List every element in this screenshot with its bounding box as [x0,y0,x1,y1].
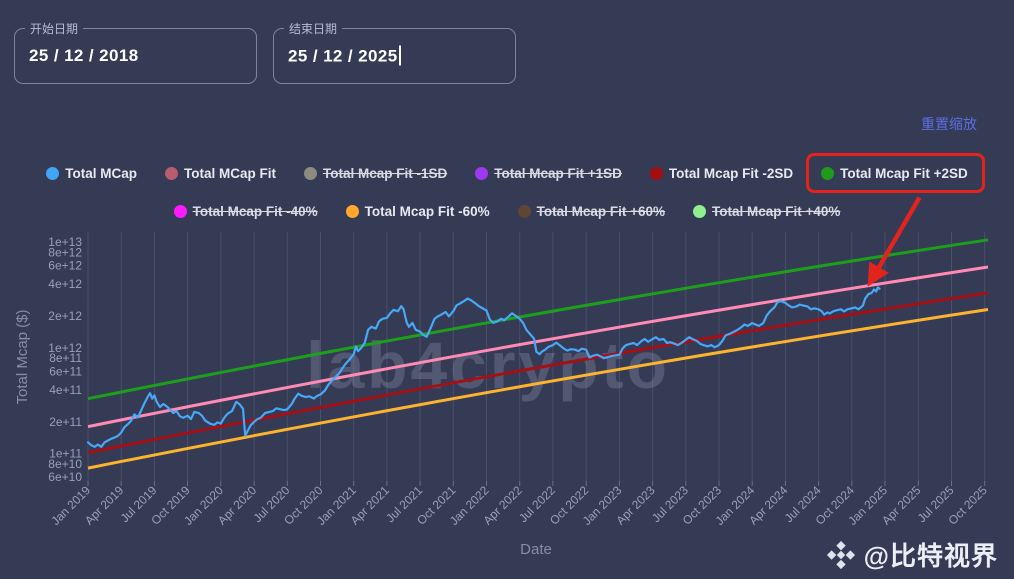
legend-item-total-mcap-fit-60[interactable]: Total Mcap Fit +60% [517,202,666,220]
legend: Total MCap Total MCap Fit Total Mcap Fit -… [0,153,1014,220]
legend-marker-dot [345,204,359,218]
text-caret [398,45,401,66]
y-axis-title: Total Mcap ($) [14,309,31,404]
legend-label: Total Mcap Fit -1SD [322,165,448,181]
y-tick-label: 1e+13 [48,235,82,249]
start-date-label: 开始日期 [25,20,84,37]
start-date-field[interactable]: 开始日期 25 / 12 / 2018 [14,20,257,84]
legend-label: Total Mcap Fit +2SD [840,165,968,181]
legend-item-total-mcap-fit-2sd[interactable]: Total Mcap Fit -2SD [649,164,794,182]
legend-marker-dot [303,166,317,180]
y-tick-label: 4e+12 [48,277,82,291]
y-tick-label: 6e+12 [48,259,82,273]
x-axis-title: Date [520,541,552,558]
legend-marker-dot [649,166,663,180]
y-tick-label: 6e+10 [48,470,82,484]
y-tick-label: 1e+11 [49,447,82,461]
legend-marker-dot [475,166,489,180]
y-tick-label: 2e+12 [48,309,82,323]
legend-marker-dot [821,166,835,180]
legend-label: Total Mcap Fit -2SD [668,165,794,181]
legend-marker-dot [164,166,178,180]
reset-zoom-link[interactable]: 重置缩放 [921,116,977,132]
total-mcap-line [86,286,881,448]
legend-marker-dot [173,204,187,218]
binance-logo-icon [826,540,855,569]
legend-label: Total Mcap Fit +60% [536,203,666,219]
legend-item-total-mcap-fit-40[interactable]: Total Mcap Fit -40% [173,202,318,220]
y-tick-label: 8e+12 [48,245,82,259]
fit-line-total-mcap-fit-2sd [87,238,989,401]
legend-item-total-mcap-fit-2sd[interactable]: Total Mcap Fit +2SD [806,153,985,193]
fit-line-total-mcap-fit [87,265,989,429]
brand-watermark: @比特视界 [826,536,998,573]
legend-label: Total Mcap Fit +1SD [494,165,622,181]
brand-text: @比特视界 [863,541,998,571]
legend-row-1: Total MCap Total MCap Fit Total Mcap Fit -… [46,153,985,193]
legend-marker-dot [517,204,531,218]
annotation-arrow [867,196,922,287]
y-tick-label: 6e+11 [49,364,82,378]
legend-item-total-mcap[interactable]: Total MCap [46,164,137,182]
y-tick-label: 8e+10 [48,457,82,471]
end-date-label: 结束日期 [284,20,343,37]
y-tick-label: 4e+11 [49,383,82,397]
legend-item-total-mcap-fit-1sd[interactable]: Total Mcap Fit -1SD [303,164,448,182]
fit-line-total-mcap-fit-60 [87,308,989,470]
legend-label: Total MCap [65,165,137,181]
legend-row-2: Total Mcap Fit -40% Total Mcap Fit -60% To… [173,202,840,220]
y-tick-label: 2e+11 [49,415,82,429]
legend-item-total-mcap-fit[interactable]: Total MCap Fit [164,164,276,182]
legend-item-total-mcap-fit-1sd[interactable]: Total Mcap Fit +1SD [475,164,622,182]
end-date-field[interactable]: 结束日期 25 / 12 / 2025 [273,20,516,84]
start-date-input[interactable]: 25 / 12 / 2018 [29,46,139,65]
legend-label: Total Mcap Fit -40% [192,203,318,219]
y-tick-label: 1e+12 [48,341,82,355]
legend-item-total-mcap-fit-60[interactable]: Total Mcap Fit -60% [345,202,490,220]
legend-label: Total Mcap Fit +40% [712,203,841,219]
legend-label: Total MCap Fit [183,165,276,181]
legend-marker-dot [46,166,60,180]
legend-marker-dot [693,204,707,218]
legend-label: Total Mcap Fit -60% [364,203,490,219]
y-tick-label: 8e+11 [49,351,82,365]
fit-line-total-mcap-fit-2sd [87,291,989,455]
legend-item-total-mcap-fit-40[interactable]: Total Mcap Fit +40% [693,202,840,220]
end-date-input[interactable]: 25 / 12 / 2025 [288,45,401,67]
